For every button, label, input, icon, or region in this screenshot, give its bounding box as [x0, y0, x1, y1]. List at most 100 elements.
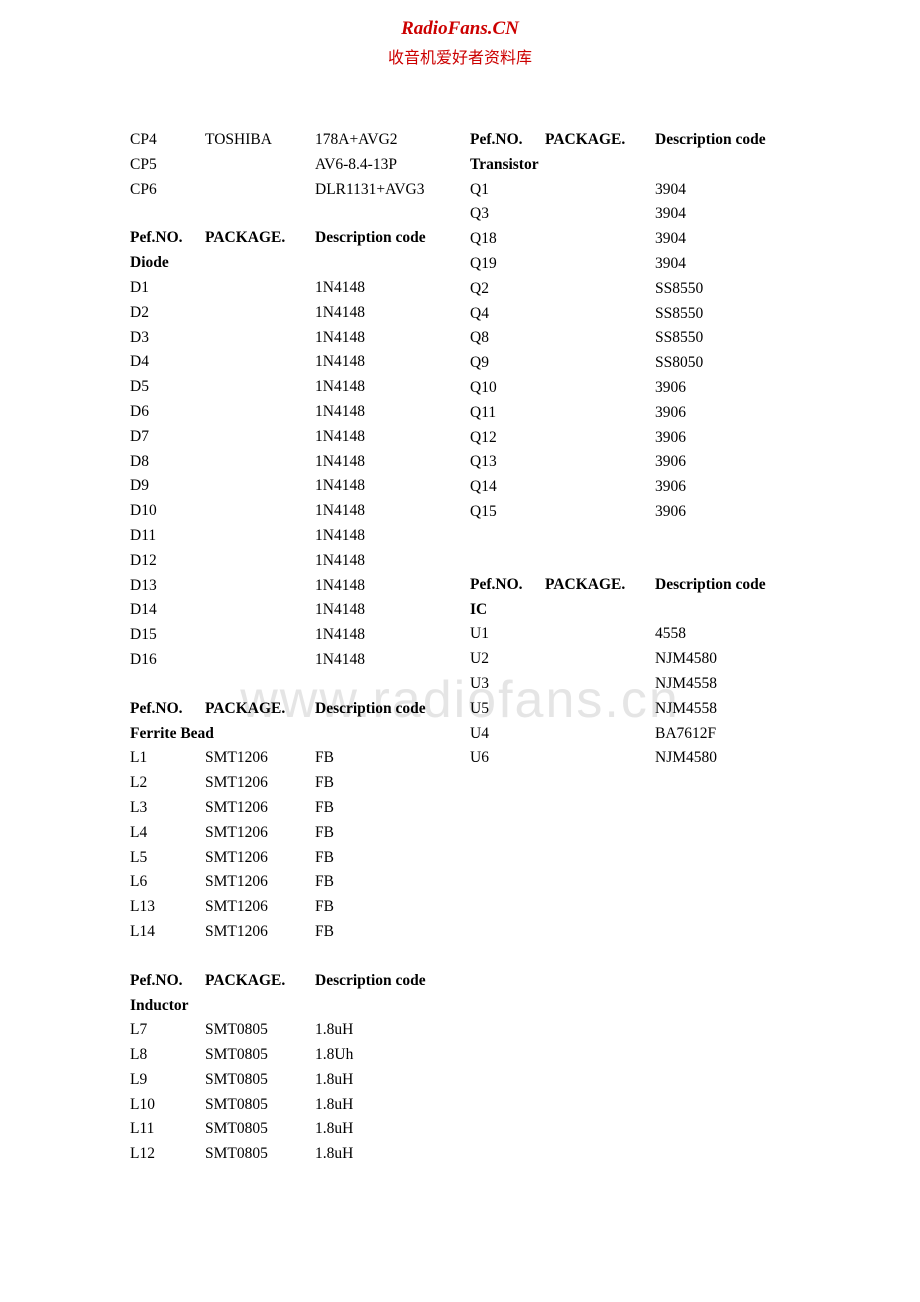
ref-cell: U1 [470, 622, 545, 647]
table-row: L7SMT08051.8uH [130, 1018, 450, 1043]
desc-cell: FB [305, 846, 450, 871]
table-row: L2SMT1206FB [130, 771, 450, 796]
ref-cell: D2 [130, 301, 205, 326]
desc-cell: NJM4558 [645, 697, 790, 722]
ref-cell: D5 [130, 375, 205, 400]
ref-cell: CP6 [130, 178, 205, 203]
desc-cell: 1N4148 [305, 623, 450, 648]
ref-cell: U5 [470, 697, 545, 722]
ref-cell: Q2 [470, 277, 545, 302]
header-subtitle: 收音机爱好者资料库 [0, 44, 920, 68]
desc-cell: 1.8uH [305, 1117, 450, 1142]
table-row: U6NJM4580 [470, 746, 790, 771]
desc-cell: FB [305, 771, 450, 796]
ref-cell: U2 [470, 647, 545, 672]
desc-cell: 1N4148 [305, 524, 450, 549]
page-header: RadioFans.CN 收音机爱好者资料库 [0, 0, 920, 78]
header-pkg: PACKAGE. [545, 573, 645, 598]
right-column: Pef.NO. PACKAGE. Description code Transi… [470, 128, 790, 1167]
table-row: L5SMT1206FB [130, 846, 450, 871]
table-row: Q2 SS8550 [470, 277, 790, 302]
table-row: D11N4148 [130, 276, 450, 301]
table-row: Q113906 [470, 401, 790, 426]
desc-cell: NJM4558 [645, 672, 790, 697]
desc-cell: 1N4148 [305, 648, 450, 673]
header-desc: Description code [645, 128, 790, 153]
desc-cell: 1N4148 [305, 549, 450, 574]
pkg-cell: SMT0805 [205, 1093, 305, 1118]
header-ref: Pef.NO. [470, 128, 545, 153]
table-row: D7 1N4148 [130, 425, 450, 450]
table-row: CP6 DLR1131+AVG3 [130, 178, 450, 203]
desc-cell: FB [305, 796, 450, 821]
table-row: U3 NJM4558 [470, 672, 790, 697]
table-header: Pef.NO. PACKAGE. Description code [470, 128, 790, 153]
desc-cell: 1N4148 [305, 425, 450, 450]
pkg-cell: SMT1206 [205, 771, 305, 796]
desc-cell: FB [305, 920, 450, 945]
pkg-cell: SMT1206 [205, 746, 305, 771]
table-row: U2 NJM4580 [470, 647, 790, 672]
header-pkg: PACKAGE. [205, 226, 305, 251]
ref-cell: D7 [130, 425, 205, 450]
pkg-cell: TOSHIBA [205, 128, 305, 153]
table-row: D91N4148 [130, 474, 450, 499]
ref-cell: CP4 [130, 128, 205, 153]
ref-cell: D14 [130, 598, 205, 623]
desc-cell: NJM4580 [645, 647, 790, 672]
desc-cell: FB [305, 821, 450, 846]
pkg-cell: SMT1206 [205, 821, 305, 846]
table-row: Q4SS8550 [470, 302, 790, 327]
table-row: L4SMT1206FB [130, 821, 450, 846]
desc-cell: 1N4148 [305, 574, 450, 599]
table-row: D4 1N4148 [130, 350, 450, 375]
desc-cell: 1N4148 [305, 326, 450, 351]
desc-cell: 1N4148 [305, 499, 450, 524]
ref-cell: L10 [130, 1093, 205, 1118]
ref-cell: U3 [470, 672, 545, 697]
table-row: CP5 AV6-8.4-13P [130, 153, 450, 178]
ref-cell: D11 [130, 524, 205, 549]
ref-cell: D1 [130, 276, 205, 301]
ref-cell: D4 [130, 350, 205, 375]
desc-cell: SS8550 [645, 277, 790, 302]
ref-cell: L6 [130, 870, 205, 895]
ref-cell: L11 [130, 1117, 205, 1142]
table-row: L1SMT1206FB [130, 746, 450, 771]
desc-cell: 3904 [645, 252, 790, 277]
ref-cell: Q3 [470, 202, 545, 227]
desc-cell: 1N4148 [305, 301, 450, 326]
table-row: L8SMT08051.8Uh [130, 1043, 450, 1068]
ref-cell: L9 [130, 1068, 205, 1093]
desc-cell: BA7612F [645, 722, 790, 747]
ref-cell: L8 [130, 1043, 205, 1068]
pkg-cell: SMT1206 [205, 895, 305, 920]
pkg-cell: SMT0805 [205, 1068, 305, 1093]
table-row: D51N4148 [130, 375, 450, 400]
pkg-cell: SMT1206 [205, 920, 305, 945]
group-name: Ferrite Bead [130, 722, 214, 747]
table-row: L13SMT1206FB [130, 895, 450, 920]
table-row: Q193904 [470, 252, 790, 277]
ref-cell: D15 [130, 623, 205, 648]
desc-cell: FB [305, 870, 450, 895]
desc-cell: 1.8uH [305, 1018, 450, 1043]
pkg-cell: SMT0805 [205, 1117, 305, 1142]
desc-cell: NJM4580 [645, 746, 790, 771]
header-ref: Pef.NO. [130, 226, 205, 251]
ref-cell: D9 [130, 474, 205, 499]
ref-cell: Q12 [470, 426, 545, 451]
desc-cell: FB [305, 746, 450, 771]
ref-cell: L13 [130, 895, 205, 920]
ref-cell: L2 [130, 771, 205, 796]
ref-cell: Q9 [470, 351, 545, 376]
desc-cell: 1N4148 [305, 350, 450, 375]
header-ref: Pef.NO. [470, 573, 545, 598]
ref-cell: CP5 [130, 153, 205, 178]
header-ref: Pef.NO. [130, 969, 205, 994]
table-row: L12SMT08051.8uH [130, 1142, 450, 1167]
group-label: Diode [130, 251, 450, 276]
table-row: Q103906 [470, 376, 790, 401]
desc-cell: 1N4148 [305, 400, 450, 425]
left-column: CP4 TOSHIBA 178A+AVG2 CP5 AV6-8.4-13P CP… [130, 128, 450, 1167]
